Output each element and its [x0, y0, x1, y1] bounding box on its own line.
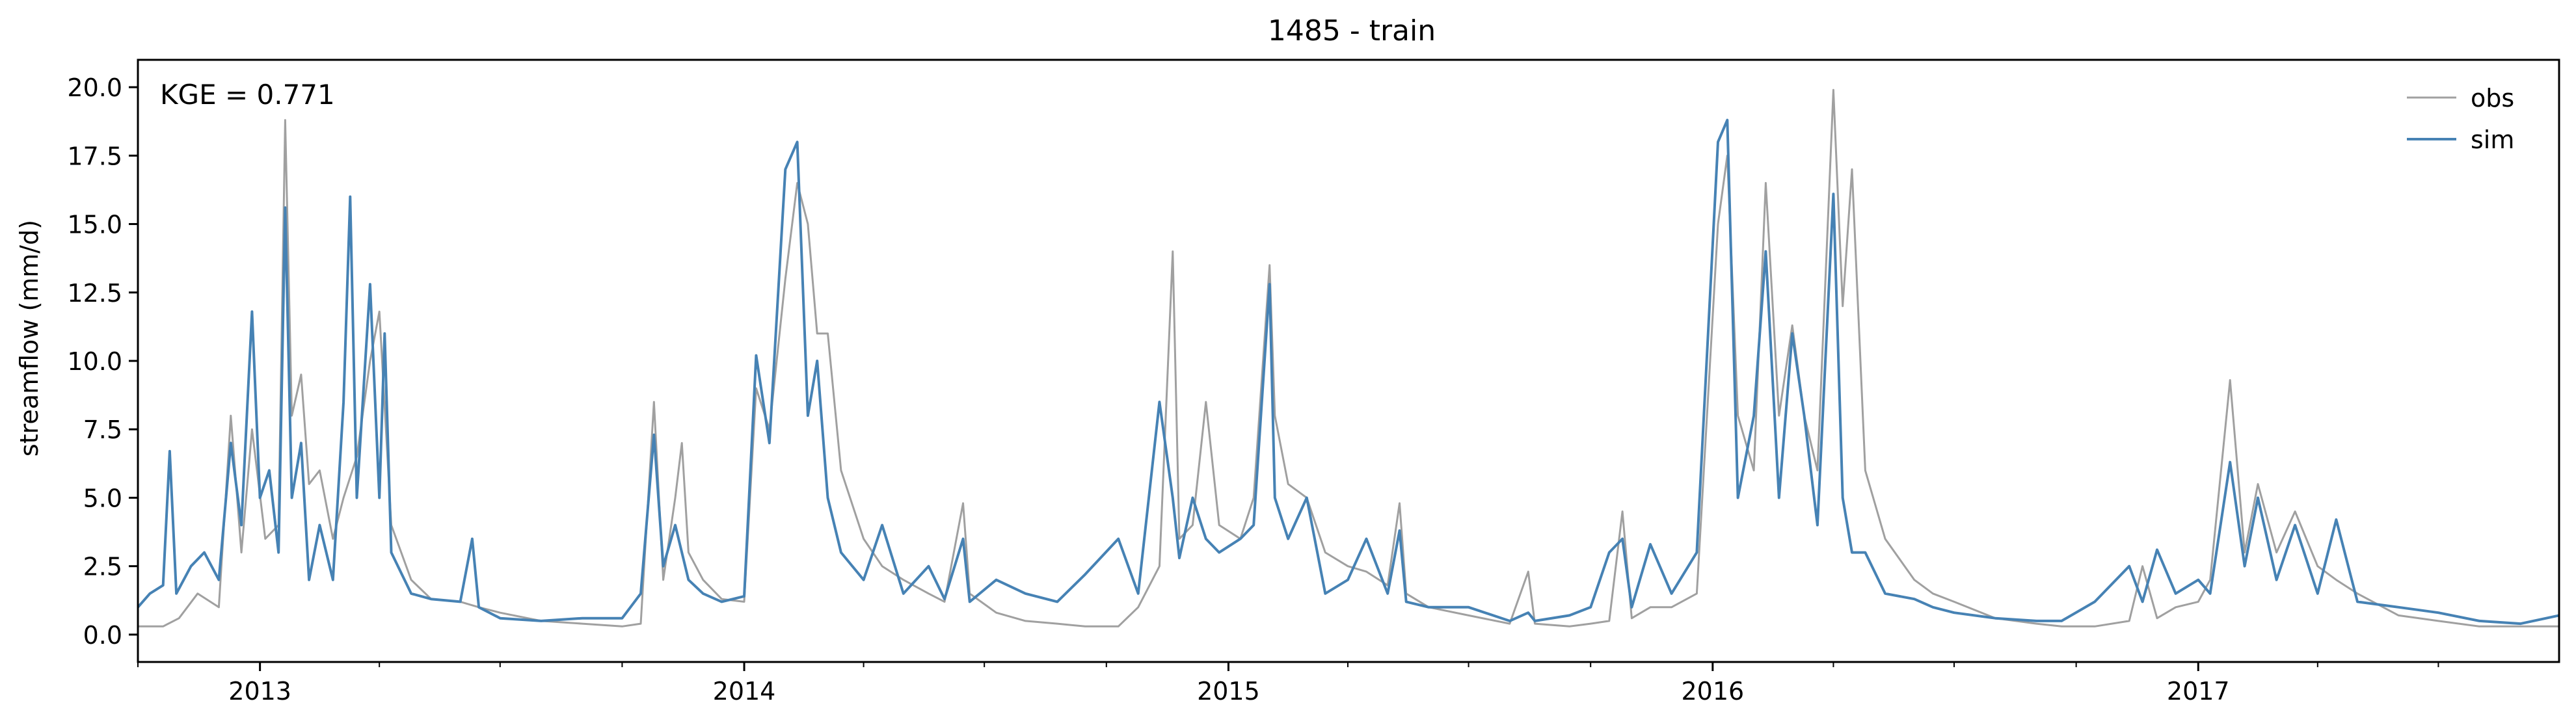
- y-axis-ticks: 0.0 2.5 5.0 7.5 10.0 12.5 15.0 17.5 20.0: [67, 73, 138, 650]
- y-tick-label: 2.5: [83, 553, 122, 581]
- kge-annotation: KGE = 0.771: [160, 79, 335, 111]
- series-line-sim: [137, 118, 2560, 626]
- series-line-obs: [138, 88, 2559, 628]
- chart-title: 1485 - train: [1268, 14, 1436, 47]
- x-tick-label: 2017: [2167, 677, 2230, 706]
- legend-label-sim: sim: [2471, 126, 2514, 154]
- x-tick-label: 2016: [1681, 677, 1744, 706]
- x-tick-label: 2013: [228, 677, 291, 706]
- y-tick-label: 20.0: [67, 73, 122, 102]
- series-layer: [137, 88, 2560, 628]
- y-tick-label: 7.5: [83, 416, 122, 444]
- legend-label-obs: obs: [2471, 84, 2514, 112]
- y-tick-label: 5.0: [83, 484, 122, 512]
- y-tick-label: 12.5: [67, 279, 122, 308]
- y-axis-label: streamflow (mm/d): [15, 220, 44, 456]
- y-tick-label: 0.0: [83, 621, 122, 650]
- legend: obs sim: [2407, 84, 2514, 154]
- x-tick-label: 2014: [713, 677, 776, 706]
- x-tick-label: 2015: [1197, 677, 1260, 706]
- y-tick-label: 10.0: [67, 347, 122, 376]
- plot-frame: [137, 59, 2560, 663]
- plot-area: [138, 60, 2559, 662]
- x-axis-ticks: 2013 2014 2015 2016 2017: [137, 662, 2439, 706]
- y-tick-label: 17.5: [67, 142, 122, 170]
- y-tick-label: 15.0: [67, 211, 122, 239]
